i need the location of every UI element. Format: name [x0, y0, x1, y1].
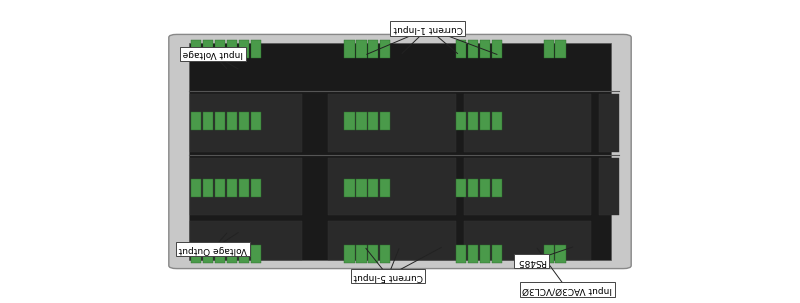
FancyBboxPatch shape	[190, 158, 302, 215]
FancyBboxPatch shape	[251, 245, 262, 263]
FancyBboxPatch shape	[344, 112, 354, 131]
Text: Current 1-Input: Current 1-Input	[393, 24, 462, 33]
FancyBboxPatch shape	[239, 112, 250, 131]
FancyBboxPatch shape	[251, 40, 262, 58]
FancyBboxPatch shape	[191, 40, 202, 58]
FancyBboxPatch shape	[480, 112, 490, 131]
FancyBboxPatch shape	[456, 178, 466, 197]
FancyBboxPatch shape	[380, 112, 390, 131]
FancyBboxPatch shape	[344, 245, 354, 263]
FancyBboxPatch shape	[189, 43, 611, 260]
FancyBboxPatch shape	[203, 40, 214, 58]
FancyBboxPatch shape	[599, 158, 619, 215]
FancyBboxPatch shape	[344, 178, 354, 197]
FancyBboxPatch shape	[468, 40, 478, 58]
FancyBboxPatch shape	[456, 40, 466, 58]
FancyBboxPatch shape	[203, 178, 214, 197]
Text: Input Voltage: Input Voltage	[182, 49, 243, 58]
FancyBboxPatch shape	[227, 245, 238, 263]
FancyBboxPatch shape	[344, 40, 354, 58]
FancyBboxPatch shape	[543, 40, 554, 58]
FancyBboxPatch shape	[380, 178, 390, 197]
Text: Current 5-Input: Current 5-Input	[354, 271, 422, 281]
FancyBboxPatch shape	[356, 112, 366, 131]
FancyBboxPatch shape	[215, 40, 226, 58]
FancyBboxPatch shape	[480, 178, 490, 197]
FancyBboxPatch shape	[191, 245, 202, 263]
FancyBboxPatch shape	[328, 221, 456, 260]
FancyBboxPatch shape	[251, 178, 262, 197]
FancyBboxPatch shape	[203, 112, 214, 131]
FancyBboxPatch shape	[468, 178, 478, 197]
FancyBboxPatch shape	[215, 112, 226, 131]
FancyBboxPatch shape	[456, 112, 466, 131]
FancyBboxPatch shape	[215, 245, 226, 263]
FancyBboxPatch shape	[368, 245, 378, 263]
FancyBboxPatch shape	[368, 178, 378, 197]
FancyBboxPatch shape	[239, 178, 250, 197]
FancyBboxPatch shape	[464, 95, 591, 152]
FancyBboxPatch shape	[368, 112, 378, 131]
FancyBboxPatch shape	[543, 245, 554, 263]
FancyBboxPatch shape	[215, 178, 226, 197]
FancyBboxPatch shape	[468, 112, 478, 131]
FancyBboxPatch shape	[492, 40, 502, 58]
FancyBboxPatch shape	[555, 40, 566, 58]
FancyBboxPatch shape	[191, 178, 202, 197]
FancyBboxPatch shape	[492, 245, 502, 263]
FancyBboxPatch shape	[555, 245, 566, 263]
Text: Voltage Output: Voltage Output	[178, 245, 247, 254]
FancyBboxPatch shape	[464, 221, 591, 260]
FancyBboxPatch shape	[356, 245, 366, 263]
FancyBboxPatch shape	[227, 178, 238, 197]
FancyBboxPatch shape	[468, 245, 478, 263]
FancyBboxPatch shape	[368, 40, 378, 58]
FancyBboxPatch shape	[190, 221, 302, 260]
FancyBboxPatch shape	[492, 112, 502, 131]
FancyBboxPatch shape	[227, 112, 238, 131]
FancyBboxPatch shape	[480, 245, 490, 263]
FancyBboxPatch shape	[380, 245, 390, 263]
FancyBboxPatch shape	[239, 245, 250, 263]
FancyBboxPatch shape	[356, 40, 366, 58]
FancyBboxPatch shape	[239, 40, 250, 58]
Text: Input VAC3Ø/VCL3Ø: Input VAC3Ø/VCL3Ø	[522, 285, 613, 294]
FancyBboxPatch shape	[203, 245, 214, 263]
FancyBboxPatch shape	[380, 40, 390, 58]
FancyBboxPatch shape	[492, 178, 502, 197]
FancyBboxPatch shape	[191, 112, 202, 131]
FancyBboxPatch shape	[480, 40, 490, 58]
FancyBboxPatch shape	[464, 158, 591, 215]
FancyBboxPatch shape	[169, 35, 631, 268]
FancyBboxPatch shape	[190, 95, 302, 152]
FancyBboxPatch shape	[599, 95, 619, 152]
FancyBboxPatch shape	[356, 178, 366, 197]
FancyBboxPatch shape	[456, 245, 466, 263]
Text: RS485: RS485	[517, 257, 546, 266]
FancyBboxPatch shape	[251, 112, 262, 131]
FancyBboxPatch shape	[227, 40, 238, 58]
FancyBboxPatch shape	[328, 158, 456, 215]
FancyBboxPatch shape	[328, 95, 456, 152]
